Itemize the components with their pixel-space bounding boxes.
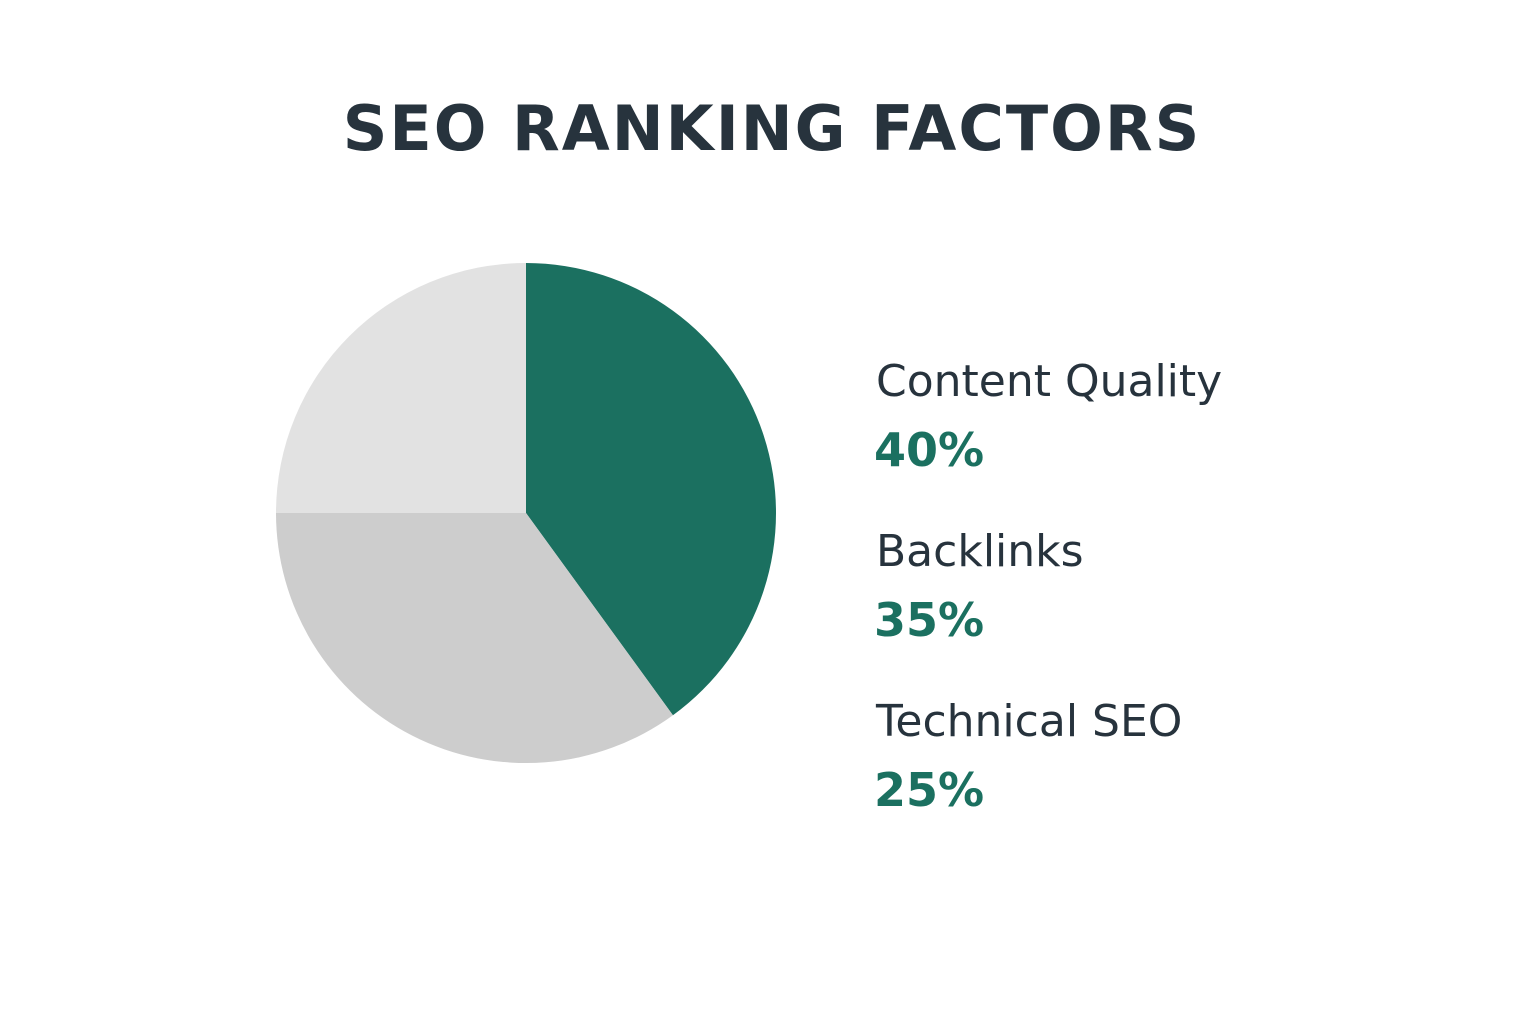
legend-label: Backlinks — [876, 526, 1084, 577]
legend-label: Content Quality — [876, 356, 1222, 407]
legend-value: 25% — [874, 763, 984, 817]
pie-slice — [526, 263, 777, 716]
legend-value: 40% — [874, 423, 984, 477]
legend-value: 35% — [874, 593, 984, 647]
pie-slice — [276, 263, 526, 513]
pie-slice — [276, 513, 673, 763]
legend-label: Technical SEO — [875, 696, 1182, 747]
chart-title: SEO RANKING FACTORS — [343, 92, 1202, 165]
